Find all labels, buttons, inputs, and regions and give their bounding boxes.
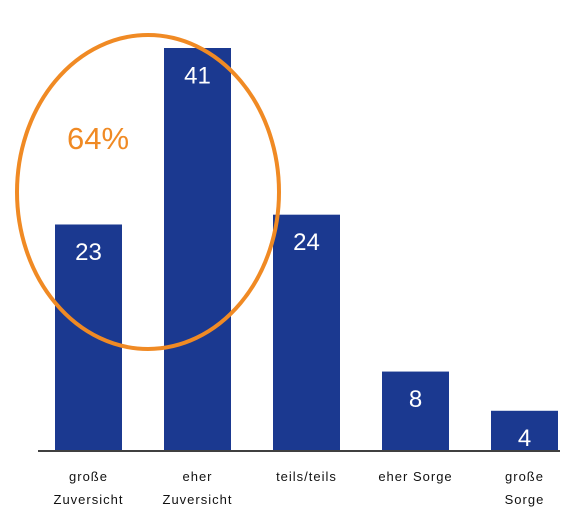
bar [164, 48, 231, 450]
bar [382, 371, 449, 450]
bar [491, 410, 558, 450]
x-tick-label: eher Sorge [378, 469, 452, 484]
x-tick-label: große Zuversicht [54, 469, 124, 507]
value-label: 8 [409, 386, 422, 413]
bar [273, 214, 340, 450]
x-tick-label: große Sorge [505, 469, 545, 507]
value-label: 23 [75, 239, 102, 266]
bar [55, 224, 122, 450]
value-label: 24 [293, 229, 320, 256]
value-label: 41 [184, 62, 211, 89]
x-tick-label: teils/teils [276, 469, 337, 484]
highlight-ellipse [15, 33, 281, 351]
value-label: 4 [518, 425, 531, 452]
annotation: 64% [67, 121, 129, 156]
x-tick-label: eher Zuversicht [163, 469, 233, 507]
